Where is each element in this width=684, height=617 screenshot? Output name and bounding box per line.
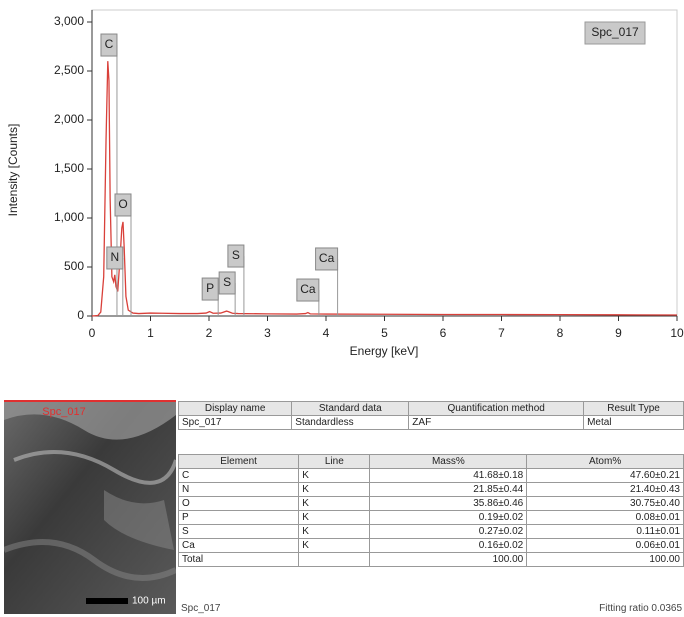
x-tick-label: 3 [264,326,271,340]
y-tick-label: 1,500 [54,161,84,175]
table-cell: S [179,525,299,539]
table-cell: 21.85±0.44 [370,483,527,497]
peak-label: Ca [319,251,335,265]
sem-image: Spc_017 100 µm [4,400,176,614]
table-cell: Metal [584,416,684,430]
table-cell: K [299,483,370,497]
y-axis-label: Intensity [Counts] [6,124,20,217]
table-cell: Ca [179,539,299,553]
table-cell: Result Type [584,402,684,416]
table-cell: P [179,511,299,525]
table-cell: K [299,525,370,539]
table-cell: K [299,511,370,525]
table-cell: 47.60±0.21 [527,469,684,483]
x-tick-label: 6 [440,326,447,340]
table-cell: 0.27±0.02 [370,525,527,539]
x-tick-label: 0 [89,326,96,340]
table-cell: 21.40±0.43 [527,483,684,497]
table-cell: Standard data [292,402,409,416]
y-tick-label: 2,500 [54,63,84,77]
table-cell: ZAF [409,416,584,430]
table-cell: 0.08±0.01 [527,511,684,525]
table-cell: K [299,539,370,553]
table-cell: K [299,469,370,483]
x-tick-label: 7 [498,326,505,340]
chart: Intensity [Counts] Energy [keV] Spc_017 … [0,0,684,372]
peak-label: S [232,248,240,262]
table-cell: Total [179,553,299,567]
table-cell: Spc_017 [179,416,292,430]
table-cell: Standardless [292,416,409,430]
table-cell: 41.68±0.18 [370,469,527,483]
x-tick-label: 2 [206,326,213,340]
table-cell: Display name [179,402,292,416]
table-cell: 35.86±0.46 [370,497,527,511]
peak-label: Ca [300,282,316,296]
peak-label: N [110,250,119,264]
table-cell: O [179,497,299,511]
table-cell: Mass% [370,455,527,469]
y-tick-label: 1,000 [54,210,84,224]
table-cell: 100.00 [527,553,684,567]
table-cell: C [179,469,299,483]
x-tick-label: 4 [323,326,330,340]
table-cell: K [299,497,370,511]
table-cell: Line [299,455,370,469]
x-tick-label: 8 [557,326,564,340]
x-tick-label: 5 [381,326,388,340]
legend-label: Spc_017 [591,25,639,39]
x-axis-label: Energy [keV] [350,344,419,358]
table-cell [299,553,370,567]
peak-label: O [118,197,127,211]
page: Intensity [Counts] Energy [keV] Spc_017 … [0,0,684,617]
peak-label: P [206,281,214,295]
table-cell: Atom% [527,455,684,469]
y-tick-label: 0 [77,308,84,322]
plot-frame [92,10,677,316]
table-cell: 0.19±0.02 [370,511,527,525]
peak-label: C [105,37,114,51]
x-tick-label: 9 [615,326,622,340]
table-cell: 100.00 [370,553,527,567]
y-tick-label: 2,000 [54,112,84,126]
spectrum-line [92,61,677,316]
y-tick-label: 3,000 [54,14,84,28]
table-cell: N [179,483,299,497]
table-cell: Quantification method [409,402,584,416]
footer-right: Fitting ratio 0.0365 [599,603,682,614]
y-tick-label: 500 [64,259,84,273]
scale-label: 100 µm [132,596,166,607]
table-cell: 0.16±0.02 [370,539,527,553]
image-label: Spc_017 [42,406,85,418]
x-tick-label: 1 [147,326,154,340]
peak-label: S [223,275,231,289]
table-cell: 0.06±0.01 [527,539,684,553]
footer-left: Spc_017 [181,603,220,614]
table-cell: 0.11±0.01 [527,525,684,539]
x-tick-label: 10 [670,326,684,340]
table-cell: 30.75±0.40 [527,497,684,511]
table-cell: Element [179,455,299,469]
